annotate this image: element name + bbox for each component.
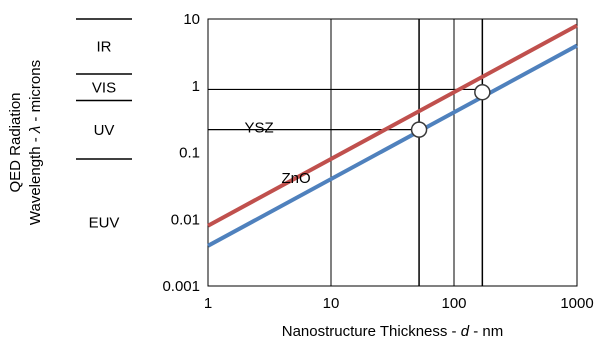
x-axis-title: Nanostructure Thickness - d - nm [282, 323, 503, 340]
plot-area-frame [207, 18, 578, 287]
vertical-gridlines [207, 19, 578, 286]
series-labels: YSZ ZnO [244, 119, 310, 187]
y-tick-label-0-1: 0.1 [179, 145, 200, 162]
band-label-vis: VIS [92, 79, 116, 96]
intersection-marker-1 [410, 121, 428, 138]
series-label-zno: ZnO [281, 170, 310, 187]
y-tick-label-1: 1 [192, 78, 200, 95]
reference-lines [208, 19, 484, 286]
intersection-markers [410, 83, 491, 138]
spectral-bands: IR VIS UV EUV [76, 18, 132, 231]
x-tick-labels: 1 10 100 1000 [204, 295, 594, 312]
x-tick-label-1000: 1000 [560, 295, 593, 312]
y-axis-title-line1: QED Radiation [7, 92, 24, 192]
series-label-ysz: YSZ [244, 119, 273, 136]
y-tick-labels: 0.001 0.01 0.1 1 10 [162, 11, 200, 295]
series-line-ysz [207, 23, 578, 228]
y-tick-label-0-001: 0.001 [162, 278, 200, 295]
band-label-ir: IR [97, 38, 112, 55]
y-axis-title-line2: Wavelength - λ - microns [27, 60, 44, 225]
series-line-zno [207, 43, 578, 248]
x-tick-label-1: 1 [204, 295, 212, 312]
x-tick-label-10: 10 [323, 295, 340, 312]
intersection-marker-2 [474, 83, 491, 101]
band-label-uv: UV [94, 122, 115, 139]
y-tick-label-10: 10 [183, 11, 200, 28]
series-lines [207, 23, 578, 248]
y-tick-label-0-01: 0.01 [171, 211, 200, 228]
x-tick-label-100: 100 [441, 295, 466, 312]
band-label-euv: EUV [89, 214, 120, 231]
